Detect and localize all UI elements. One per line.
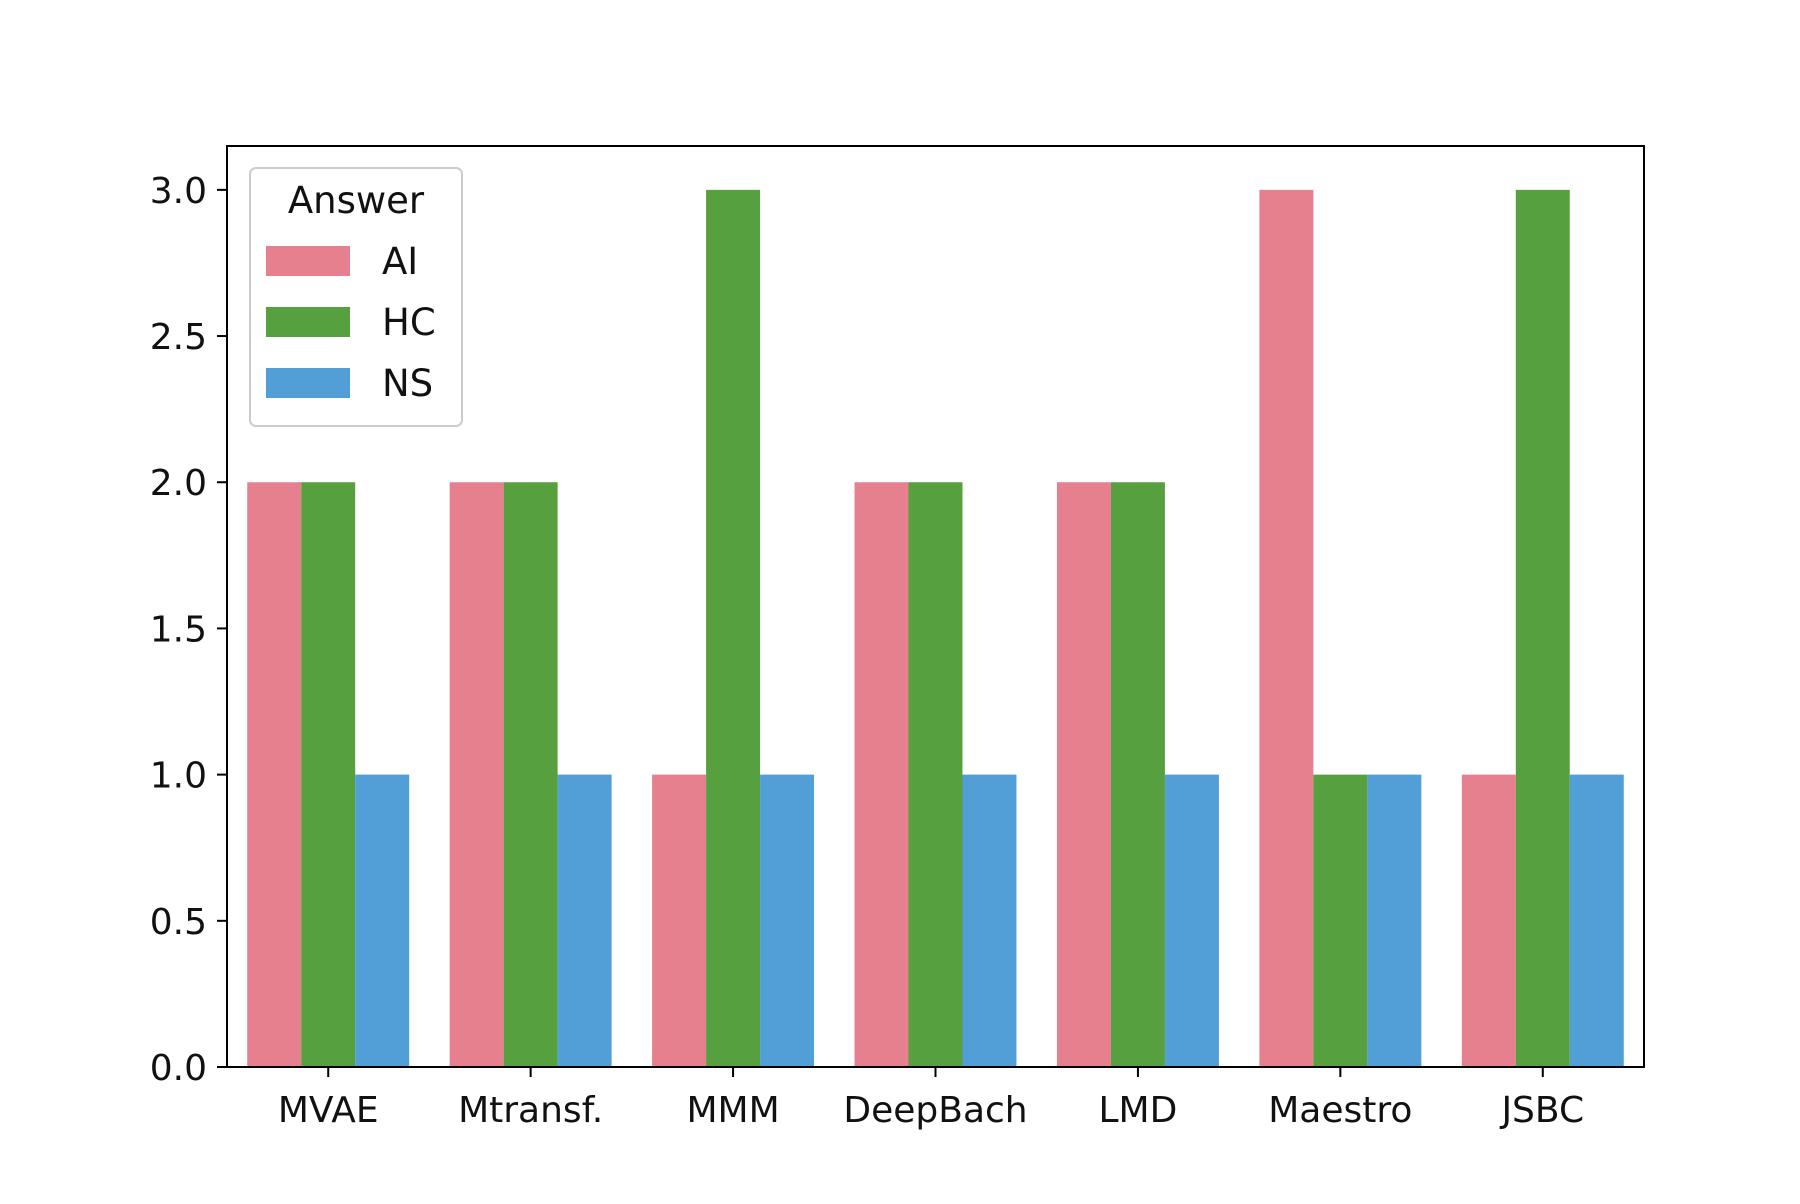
bar-ns-2 [760,774,815,1067]
legend: Answer AI HC NS [249,167,463,427]
bar-hc-3 [908,482,963,1067]
y-tick-label: 2.0 [150,463,207,504]
y-tick-label: 0.0 [150,1048,207,1089]
bar-hc-4 [1110,482,1165,1067]
bar-hc-1 [503,482,558,1067]
y-tick-label: 2.5 [150,317,207,358]
x-tick-label: JSBC [1499,1090,1584,1131]
bar-ns-4 [1164,774,1219,1067]
y-tick-label: 1.0 [150,756,207,797]
bar-ai-2 [652,774,707,1067]
x-tick-label: MMM [686,1090,779,1131]
x-axis: MVAE Mtransf. MMM DeepBach LMD Maestro JSBC [278,1067,1584,1131]
x-tick-label: Maestro [1268,1090,1412,1131]
bar-ns-1 [557,774,612,1067]
bar-hc-5 [1313,774,1368,1067]
x-tick-label: LMD [1099,1090,1178,1131]
x-tick-label: MVAE [278,1090,379,1131]
legend-title: Answer [288,179,425,222]
bar-ai-1 [449,482,504,1067]
bar-ai-5 [1259,189,1314,1067]
legend-swatch-ns [266,368,350,398]
y-axis: 0.0 0.5 1.0 1.5 2.0 2.5 3.0 [150,171,227,1089]
legend-box [249,167,463,427]
legend-label-hc: HC [382,301,436,344]
bar-ns-3 [962,774,1017,1067]
bar-ai-6 [1461,774,1516,1067]
x-tick-label: DeepBach [843,1090,1027,1131]
bar-ns-6 [1569,774,1624,1067]
y-tick-label: 0.5 [150,902,207,943]
y-tick-label: 3.0 [150,171,207,212]
bar-ns-0 [355,774,410,1067]
bar-hc-6 [1515,189,1570,1067]
legend-label-ns: NS [382,362,433,405]
bar-ns-5 [1367,774,1422,1067]
x-tick-label: Mtransf. [458,1090,603,1131]
bar-ai-0 [247,482,302,1067]
y-tick-label: 1.5 [150,609,207,650]
bar-hc-0 [301,482,356,1067]
legend-swatch-ai [266,246,350,276]
bar-ai-3 [854,482,909,1067]
bars-layer [247,189,1624,1067]
bar-hc-2 [706,189,761,1067]
legend-swatch-hc [266,307,350,337]
bar-ai-4 [1056,482,1111,1067]
legend-label-ai: AI [382,240,418,283]
